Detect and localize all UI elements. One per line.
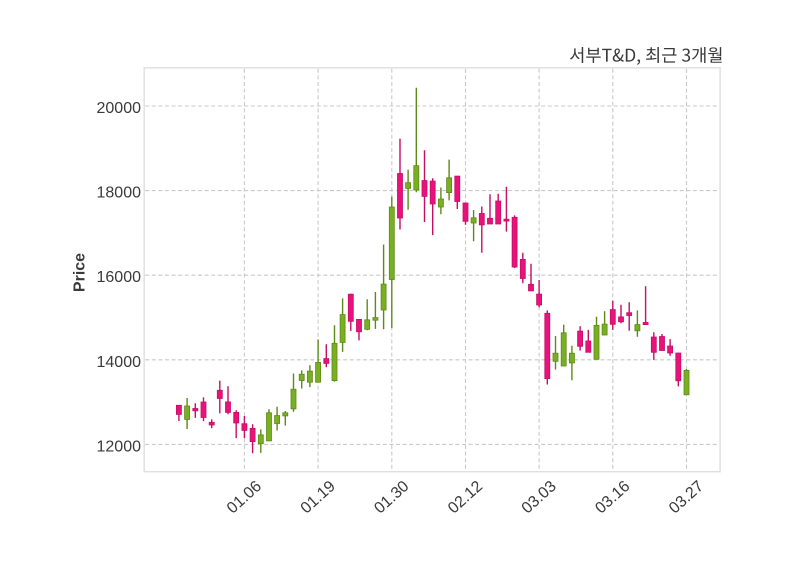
svg-text:16000: 16000 <box>97 269 142 286</box>
svg-text:14000: 14000 <box>97 354 142 371</box>
svg-text:Price: Price <box>72 253 89 292</box>
svg-text:12000: 12000 <box>97 438 142 455</box>
svg-text:18000: 18000 <box>97 185 142 202</box>
svg-text:20000: 20000 <box>97 100 142 117</box>
